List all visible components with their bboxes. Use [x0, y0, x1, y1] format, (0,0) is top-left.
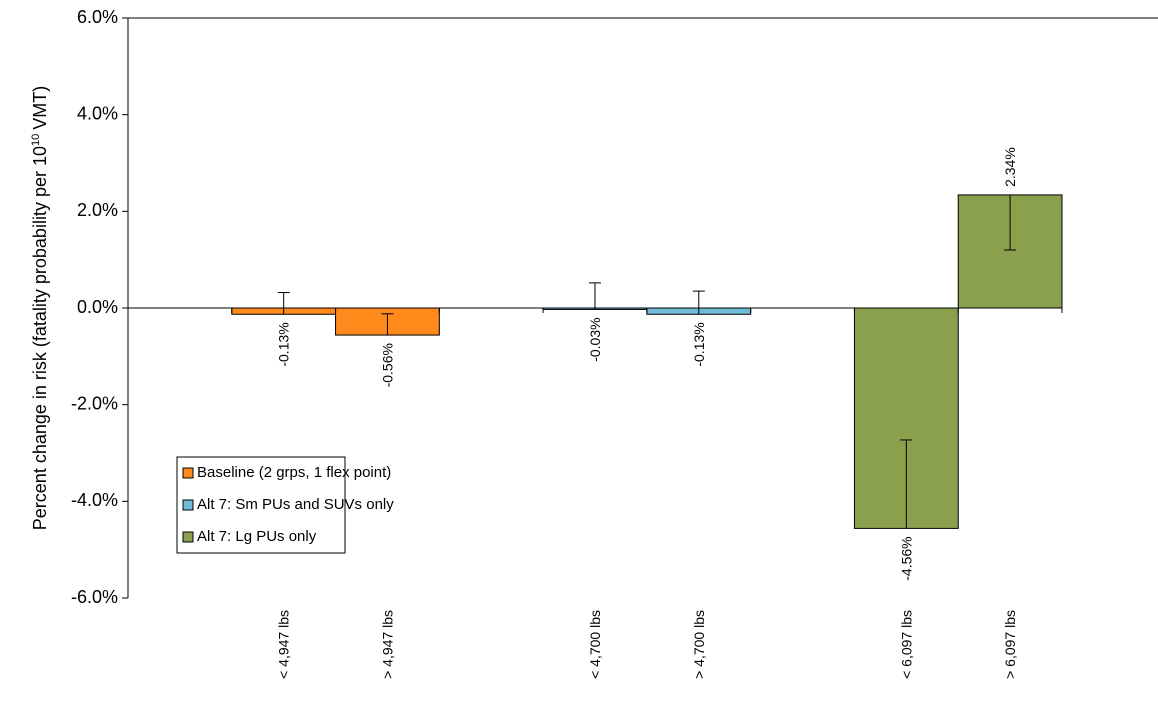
y-label-sup: 10 — [30, 134, 42, 146]
y-tick-label: 6.0% — [77, 7, 118, 27]
legend-label: Alt 7: Lg PUs only — [197, 528, 317, 545]
value-label: -0.03% — [587, 317, 603, 361]
y-label-end: VMT) — [30, 86, 50, 130]
x-tick-label: < 4,947 lbs — [276, 610, 292, 679]
legend-label: Alt 7: Sm PUs and SUVs only — [197, 496, 394, 513]
value-label: 2.34% — [1002, 147, 1018, 187]
legend-swatch — [182, 499, 194, 511]
y-tick-label: -4.0% — [71, 490, 118, 510]
y-axis-label: Percent change in risk (fatality probabi… — [30, 86, 50, 530]
legend-label: Baseline (2 grps, 1 flex point) — [197, 464, 391, 481]
y-label-main: Percent change in risk (fatality probabi… — [30, 146, 50, 530]
x-tick-label: < 4,700 lbs — [587, 610, 603, 679]
y-tick-label: -6.0% — [71, 587, 118, 607]
y-tick-label: 2.0% — [77, 200, 118, 220]
value-label: -4.56% — [898, 536, 914, 580]
y-tick-label: -2.0% — [71, 393, 118, 413]
legend-swatch — [182, 467, 194, 479]
x-tick-label: > 4,947 lbs — [379, 610, 395, 679]
x-tick-label: > 6,097 lbs — [1002, 610, 1018, 679]
legend-swatch — [182, 531, 194, 543]
value-label: -0.13% — [691, 322, 707, 366]
value-label: -0.56% — [379, 343, 395, 387]
x-tick-label: < 6,097 lbs — [898, 610, 914, 679]
x-tick-label: > 4,700 lbs — [691, 610, 707, 679]
legend-box — [176, 456, 346, 554]
value-label: -0.13% — [276, 322, 292, 366]
y-tick-label: 4.0% — [77, 103, 118, 123]
y-tick-label: 0.0% — [77, 297, 118, 317]
